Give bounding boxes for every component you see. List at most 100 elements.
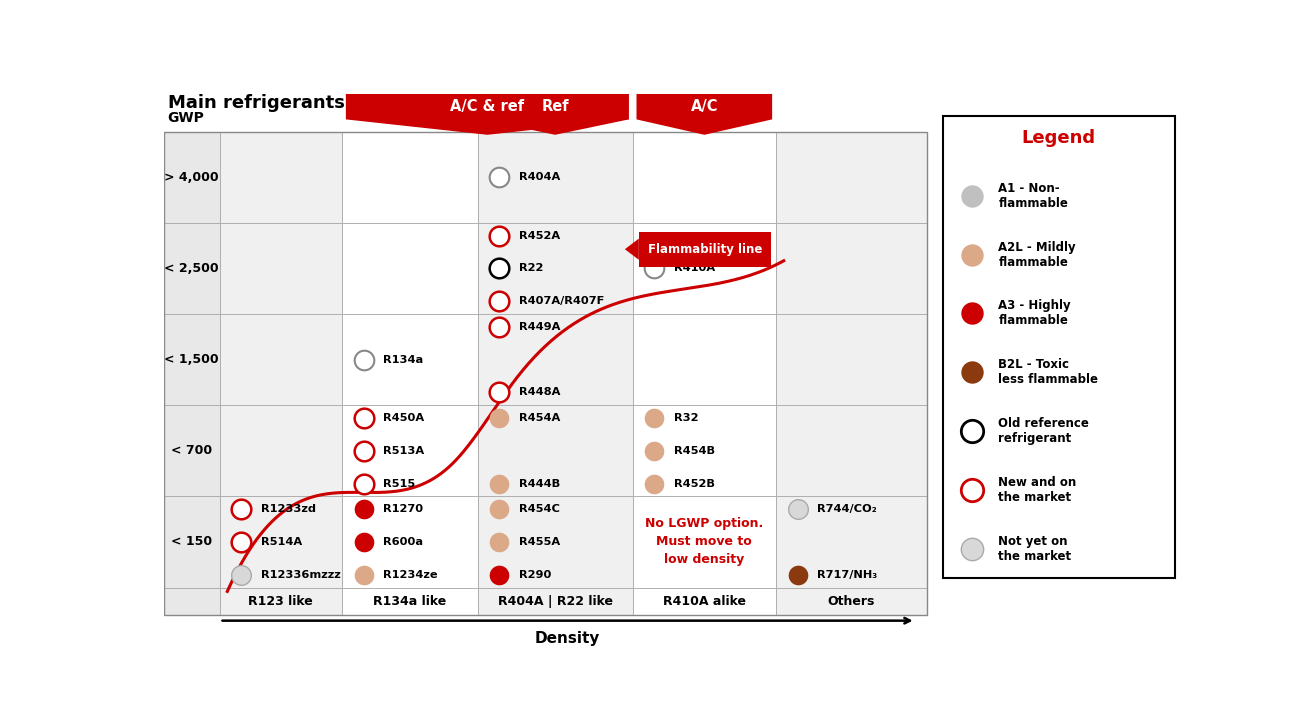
Polygon shape <box>625 239 639 260</box>
Text: Main refrigerants in play: Main refrigerants in play <box>168 94 418 112</box>
Bar <box>776 496 927 587</box>
Text: Flammability line: Flammability line <box>647 243 762 256</box>
Point <box>354 412 375 423</box>
Bar <box>164 587 220 615</box>
Text: A3 - Highly
flammable: A3 - Highly flammable <box>998 300 1072 327</box>
Bar <box>776 587 927 615</box>
Point <box>489 478 510 490</box>
Text: R123 like: R123 like <box>249 595 313 608</box>
Bar <box>164 223 220 314</box>
Point <box>489 262 510 274</box>
Point <box>643 478 664 490</box>
Text: R1234ze: R1234ze <box>383 569 438 580</box>
Point <box>962 367 982 378</box>
Text: R404A | R22 like: R404A | R22 like <box>498 595 613 608</box>
Point <box>489 412 510 423</box>
Point <box>231 536 252 548</box>
Text: < 150: < 150 <box>172 536 212 549</box>
Text: Legend: Legend <box>1022 129 1096 147</box>
Text: > 4,000: > 4,000 <box>164 171 219 184</box>
Text: R410A alike: R410A alike <box>663 595 745 608</box>
Text: Density: Density <box>534 631 600 646</box>
Bar <box>633 587 776 615</box>
Bar <box>220 496 342 587</box>
Text: R455A: R455A <box>519 537 559 547</box>
Point <box>489 536 510 548</box>
Text: < 1,500: < 1,500 <box>164 353 219 366</box>
Point <box>354 354 375 365</box>
Text: < 2,500: < 2,500 <box>164 262 219 275</box>
Bar <box>342 587 478 615</box>
Text: R12336mzzz: R12336mzzz <box>261 569 341 580</box>
Bar <box>776 132 927 223</box>
Polygon shape <box>346 94 629 134</box>
Point <box>354 503 375 515</box>
Text: A2L - Mildly
flammable: A2L - Mildly flammable <box>998 241 1076 269</box>
Text: New and on
the market: New and on the market <box>998 476 1077 504</box>
Bar <box>342 406 478 496</box>
Bar <box>943 116 1175 578</box>
Text: A1 - Non-
flammable: A1 - Non- flammable <box>998 182 1068 210</box>
Bar <box>478 132 633 223</box>
Text: < 700: < 700 <box>172 444 212 457</box>
Bar <box>220 406 342 496</box>
Text: R717/NH₃: R717/NH₃ <box>817 569 878 580</box>
Point <box>489 387 510 398</box>
Point <box>962 543 982 554</box>
Bar <box>633 496 776 587</box>
Bar <box>639 232 770 267</box>
Point <box>962 485 982 496</box>
Text: A/C: A/C <box>690 99 718 114</box>
Bar <box>478 314 633 406</box>
Bar <box>220 223 342 314</box>
Point <box>231 569 252 580</box>
Text: R410A: R410A <box>673 263 715 273</box>
Text: GWP: GWP <box>168 111 204 125</box>
Point <box>354 478 375 490</box>
Bar <box>164 314 220 406</box>
Text: No LGWP option.
Must move to
low density: No LGWP option. Must move to low density <box>646 518 764 567</box>
Bar <box>633 314 776 406</box>
Bar <box>633 406 776 496</box>
Point <box>231 503 252 515</box>
Text: R513A: R513A <box>383 446 424 456</box>
Bar <box>342 132 478 223</box>
Point <box>489 569 510 580</box>
Text: R404A: R404A <box>519 173 559 183</box>
Point <box>643 262 664 274</box>
Text: R448A: R448A <box>519 388 561 398</box>
Text: R600a: R600a <box>383 537 423 547</box>
Point <box>489 172 510 183</box>
Bar <box>342 223 478 314</box>
Bar <box>776 223 927 314</box>
Point <box>354 445 375 457</box>
Text: R744/CO₂: R744/CO₂ <box>817 504 876 514</box>
Bar <box>478 587 633 615</box>
Text: R514A: R514A <box>261 537 301 547</box>
Bar <box>164 496 220 587</box>
Bar <box>164 132 927 615</box>
Text: R452B: R452B <box>673 479 715 489</box>
Text: Ref: Ref <box>541 99 569 114</box>
Bar <box>220 314 342 406</box>
Text: R444B: R444B <box>519 479 559 489</box>
Point <box>643 412 664 423</box>
Point <box>787 569 808 580</box>
Bar <box>633 223 776 314</box>
Text: R515: R515 <box>383 479 415 489</box>
Text: Others: Others <box>828 595 875 608</box>
Text: Not yet on
the market: Not yet on the market <box>998 535 1072 563</box>
Point <box>962 249 982 260</box>
Point <box>962 426 982 437</box>
Point <box>489 321 510 333</box>
Bar <box>478 223 633 314</box>
Bar <box>478 406 633 496</box>
Text: R454C: R454C <box>519 504 559 514</box>
Text: R450A: R450A <box>383 413 424 423</box>
Text: B2L - Toxic
less flammable: B2L - Toxic less flammable <box>998 358 1098 386</box>
Bar <box>164 132 220 223</box>
Bar <box>776 314 927 406</box>
Point <box>962 308 982 319</box>
Polygon shape <box>482 94 629 134</box>
Text: R407A/R407F: R407A/R407F <box>519 296 604 306</box>
